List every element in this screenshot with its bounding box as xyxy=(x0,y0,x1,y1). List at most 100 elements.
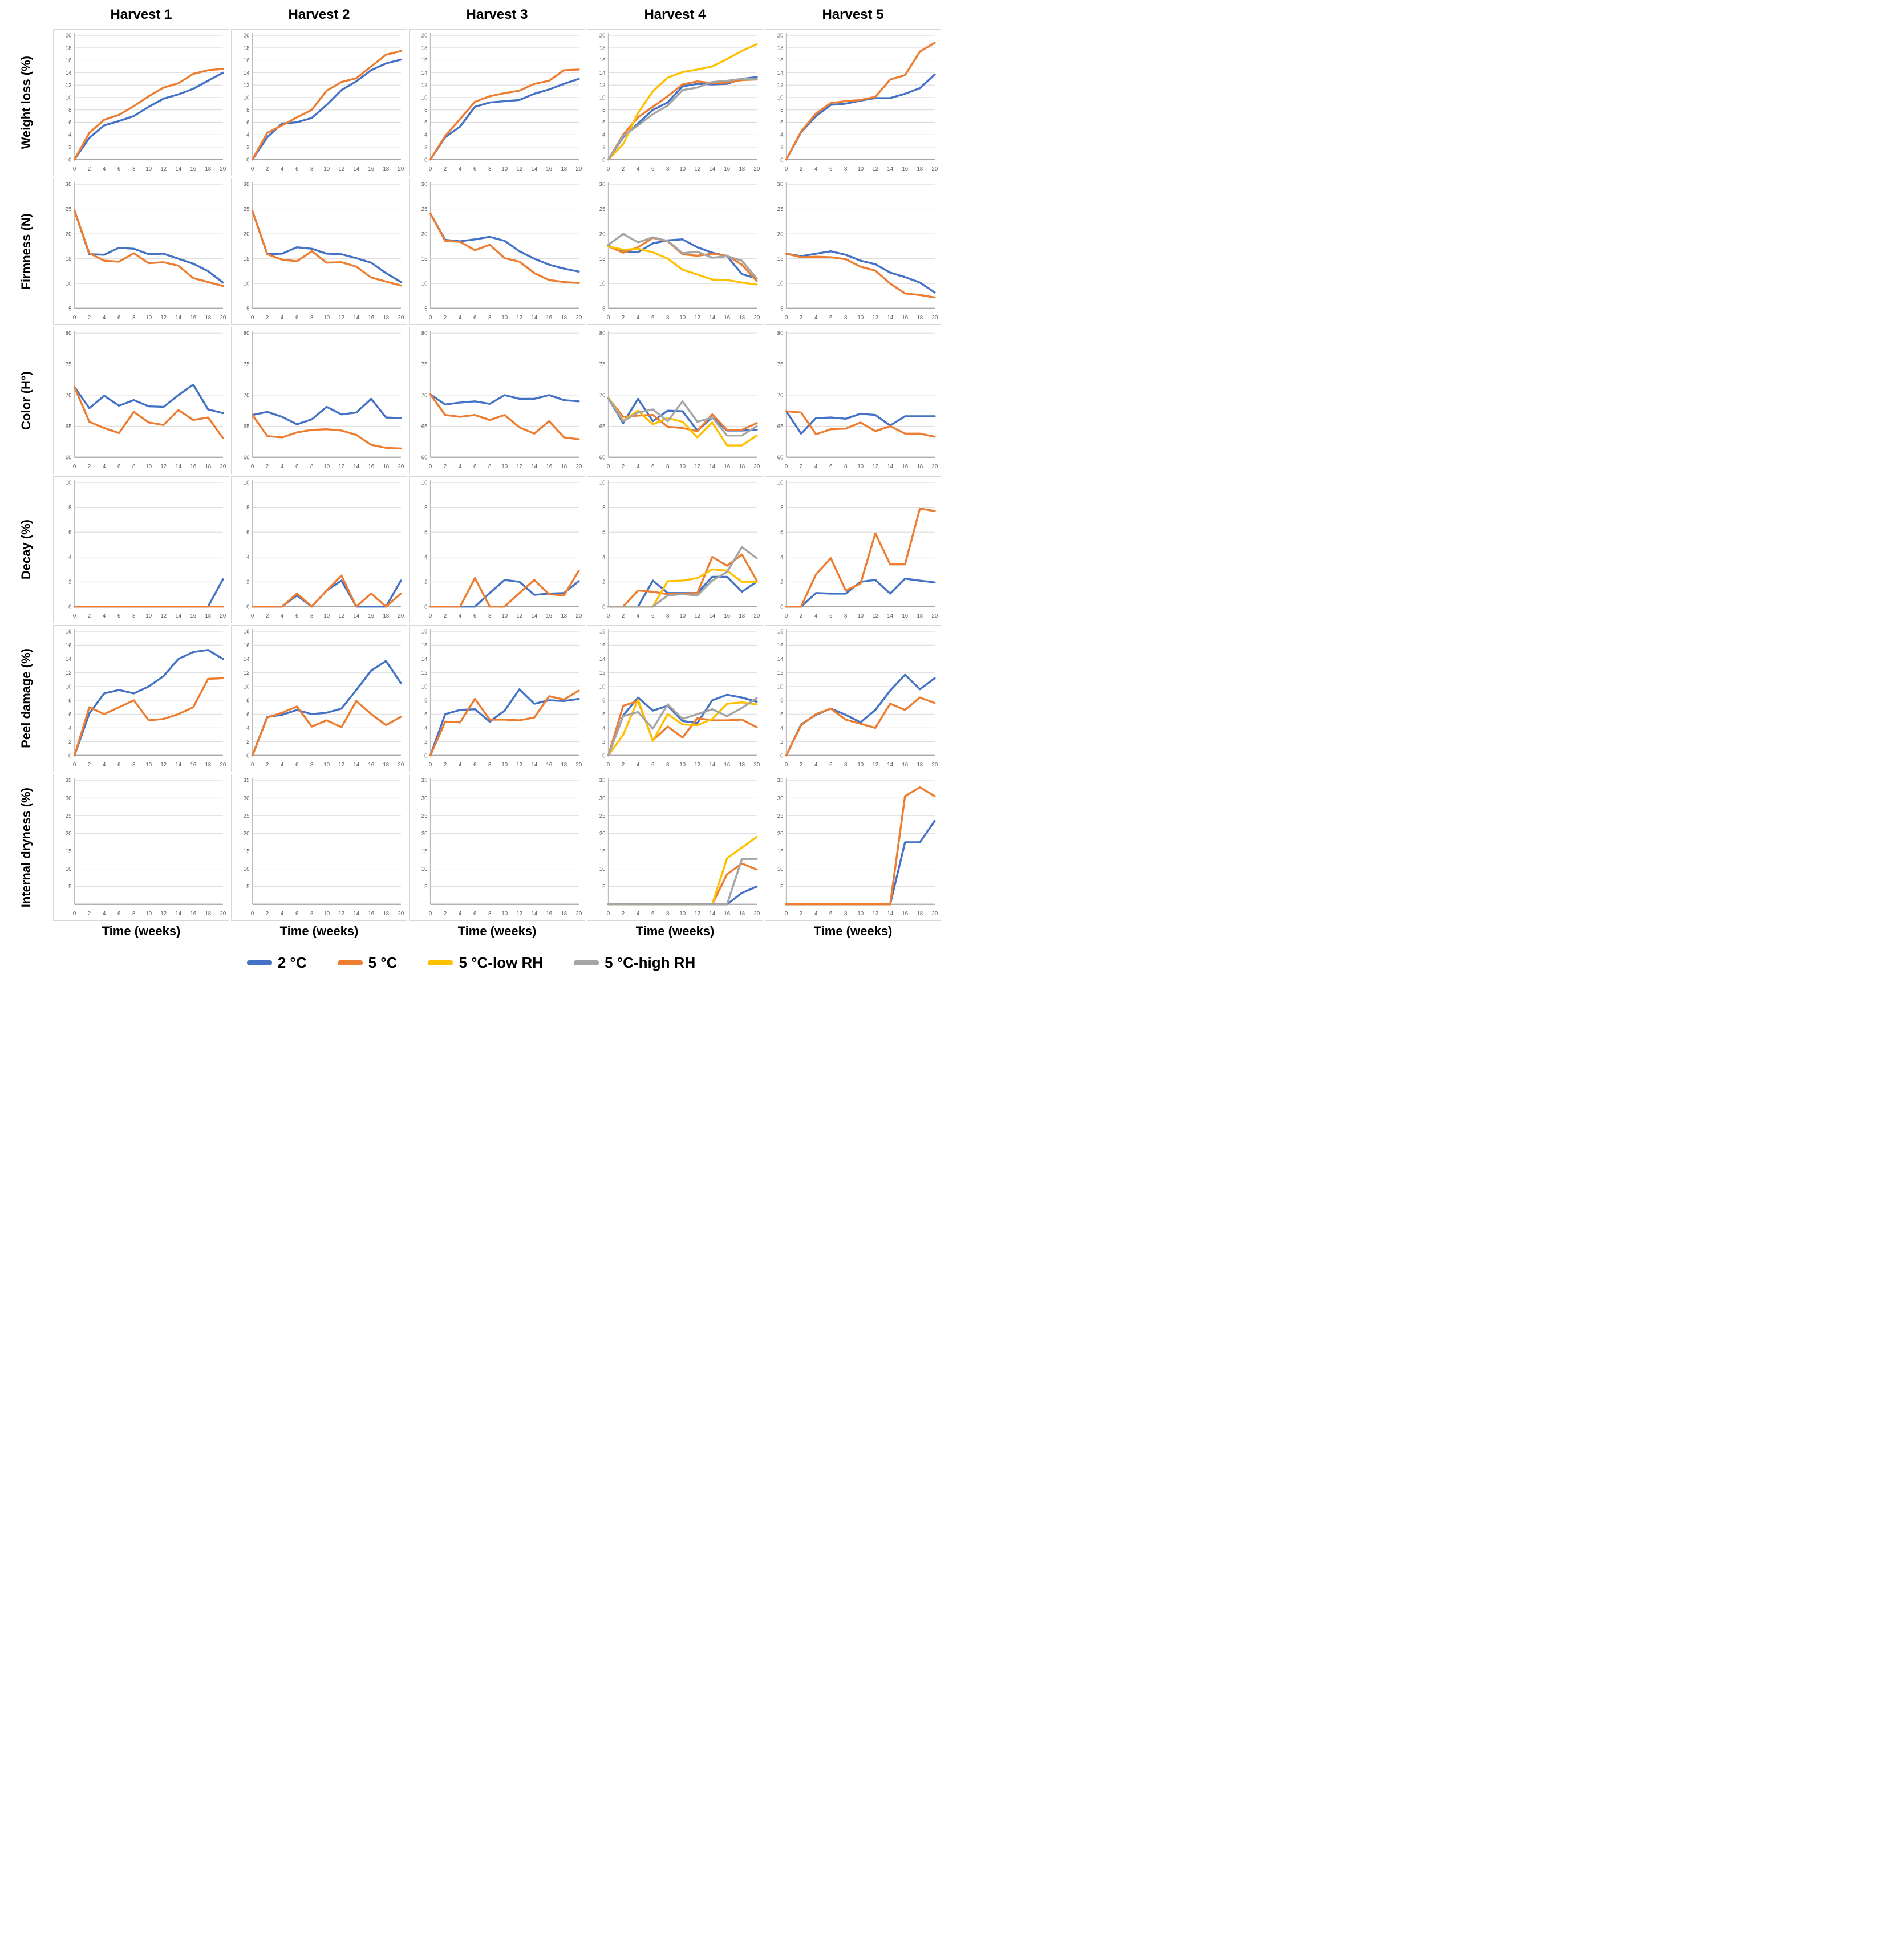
svg-text:0: 0 xyxy=(607,613,610,619)
svg-text:6: 6 xyxy=(829,315,832,321)
svg-text:35: 35 xyxy=(599,778,606,784)
svg-text:10: 10 xyxy=(679,464,686,470)
svg-text:2: 2 xyxy=(88,166,91,172)
svg-text:0: 0 xyxy=(607,762,610,768)
svg-text:2: 2 xyxy=(424,579,427,585)
svg-text:8: 8 xyxy=(666,464,669,470)
svg-text:6: 6 xyxy=(780,711,783,717)
svg-text:6: 6 xyxy=(117,315,120,321)
svg-text:4: 4 xyxy=(637,166,640,172)
line-chart-svg: 5 10 15 20 25 30 0 2 4 6 8 10 12 14 16 18 20 xyxy=(421,182,582,321)
svg-text:30: 30 xyxy=(599,796,606,802)
svg-text:18: 18 xyxy=(739,166,745,172)
svg-text:18: 18 xyxy=(561,613,567,619)
column-title-harvest-3: Harvest 3 xyxy=(466,7,528,22)
svg-text:2: 2 xyxy=(444,762,447,768)
svg-text:16: 16 xyxy=(902,166,908,172)
svg-text:6: 6 xyxy=(295,315,298,321)
svg-text:0: 0 xyxy=(73,166,76,172)
svg-text:20: 20 xyxy=(777,33,784,39)
svg-text:16: 16 xyxy=(599,58,606,64)
svg-text:12: 12 xyxy=(66,670,72,676)
line-chart-svg: 0 2 4 6 8 10 0 2 4 6 8 10 12 14 16 18 20 xyxy=(599,480,760,619)
svg-text:80: 80 xyxy=(66,331,72,337)
row-label-firmness: Firmness (N) xyxy=(1,178,51,325)
line-chart-svg: 60 65 70 75 80 0 2 4 6 8 10 12 14 16 18 20 xyxy=(66,331,226,470)
svg-text:0: 0 xyxy=(424,604,427,610)
svg-text:20: 20 xyxy=(753,911,760,917)
svg-text:12: 12 xyxy=(160,613,167,619)
svg-text:0: 0 xyxy=(429,762,432,768)
svg-text:10: 10 xyxy=(421,684,428,690)
svg-text:8: 8 xyxy=(844,911,847,917)
svg-text:16: 16 xyxy=(546,166,552,172)
chart-decay-h1: 0 2 4 6 8 10 0 2 4 6 8 10 12 14 16 18 20 xyxy=(53,476,229,623)
svg-text:75: 75 xyxy=(244,362,250,368)
legend-swatch-5c-low-rh xyxy=(428,960,453,965)
svg-text:16: 16 xyxy=(368,911,374,917)
svg-text:60: 60 xyxy=(599,455,606,461)
svg-text:18: 18 xyxy=(917,613,923,619)
svg-text:5: 5 xyxy=(68,884,71,890)
svg-text:12: 12 xyxy=(160,315,167,321)
svg-text:8: 8 xyxy=(310,613,313,619)
svg-text:8: 8 xyxy=(424,505,427,511)
svg-text:2: 2 xyxy=(88,911,91,917)
chart-peel-damage-h4: 0 2 4 6 8 10 12 14 16 18 0 2 4 6 8 10 12 14 16 18 20 xyxy=(587,624,763,772)
svg-text:4: 4 xyxy=(103,315,106,321)
line-chart-svg: 5 10 15 20 25 30 0 2 4 6 8 10 12 14 16 18 20 xyxy=(66,182,226,321)
svg-text:14: 14 xyxy=(777,656,784,663)
svg-text:14: 14 xyxy=(887,911,893,917)
svg-text:35: 35 xyxy=(777,778,784,784)
svg-text:20: 20 xyxy=(753,762,760,768)
svg-text:6: 6 xyxy=(424,529,427,535)
svg-text:4: 4 xyxy=(246,132,250,139)
svg-text:2: 2 xyxy=(602,739,605,745)
svg-text:0: 0 xyxy=(785,464,788,470)
svg-text:16: 16 xyxy=(546,911,552,917)
svg-text:14: 14 xyxy=(353,762,359,768)
line-chart-svg: 5 10 15 20 25 30 35 0 2 4 6 8 10 12 14 16 18 20 xyxy=(244,778,404,917)
svg-text:16: 16 xyxy=(368,613,374,619)
svg-text:10: 10 xyxy=(66,281,72,287)
svg-text:0: 0 xyxy=(780,604,783,610)
svg-text:2: 2 xyxy=(800,762,802,768)
svg-text:12: 12 xyxy=(599,670,606,676)
svg-text:14: 14 xyxy=(887,315,893,321)
svg-text:20: 20 xyxy=(244,831,250,837)
svg-text:20: 20 xyxy=(398,762,404,768)
svg-text:10: 10 xyxy=(421,480,428,486)
svg-text:10: 10 xyxy=(145,911,152,917)
legend-label-5c: 5 °C xyxy=(368,953,398,971)
svg-text:70: 70 xyxy=(66,393,72,399)
svg-text:16: 16 xyxy=(421,58,428,64)
svg-text:14: 14 xyxy=(887,166,893,172)
svg-text:6: 6 xyxy=(424,711,427,717)
svg-text:2: 2 xyxy=(800,315,802,321)
svg-text:35: 35 xyxy=(421,778,428,784)
svg-text:4: 4 xyxy=(602,132,606,139)
svg-text:2: 2 xyxy=(800,911,802,917)
svg-text:12: 12 xyxy=(694,762,700,768)
svg-text:2: 2 xyxy=(88,315,91,321)
svg-text:4: 4 xyxy=(637,911,640,917)
svg-text:8: 8 xyxy=(132,464,135,470)
svg-text:8: 8 xyxy=(488,911,491,917)
svg-text:10: 10 xyxy=(323,315,330,321)
svg-text:12: 12 xyxy=(516,166,522,172)
svg-text:2: 2 xyxy=(266,166,269,172)
svg-text:20: 20 xyxy=(599,831,606,837)
svg-text:12: 12 xyxy=(516,464,522,470)
svg-text:14: 14 xyxy=(175,315,181,321)
svg-text:12: 12 xyxy=(160,911,167,917)
svg-text:10: 10 xyxy=(599,866,606,873)
svg-text:10: 10 xyxy=(857,762,864,768)
svg-text:16: 16 xyxy=(190,315,196,321)
svg-text:20: 20 xyxy=(753,315,760,321)
chart-peel-damage-h2: 0 2 4 6 8 10 12 14 16 18 0 2 4 6 8 10 12 14 16 18 20 xyxy=(231,624,407,772)
svg-text:10: 10 xyxy=(244,866,250,873)
svg-text:30: 30 xyxy=(244,182,250,188)
svg-text:10: 10 xyxy=(145,315,152,321)
svg-text:65: 65 xyxy=(66,424,72,430)
column-title-harvest-4: Harvest 4 xyxy=(644,7,706,22)
